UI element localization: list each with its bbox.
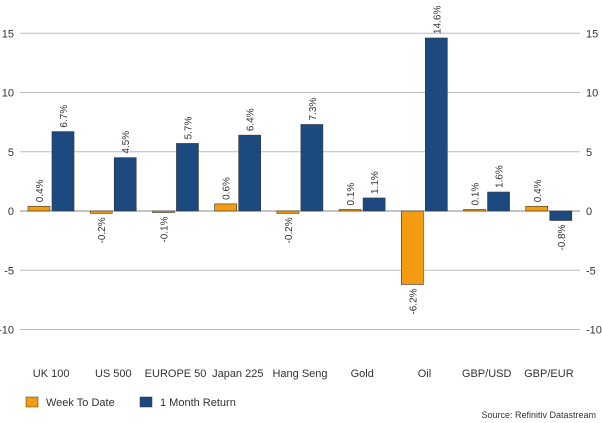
data-label: 4.5% bbox=[121, 131, 132, 154]
y-tick-label-right: 10 bbox=[586, 88, 598, 100]
legend-label: Week To Date bbox=[46, 397, 115, 409]
category-label: Hang Seng bbox=[272, 368, 327, 380]
data-label: -0.8% bbox=[557, 224, 568, 250]
data-label: 1.1% bbox=[370, 171, 381, 194]
bar bbox=[27, 205, 51, 212]
category-labels: UK 100 US 500 EUROPE 50 Japan 225 Hang Seng G… bbox=[33, 368, 574, 380]
bar bbox=[487, 191, 510, 212]
bar bbox=[214, 203, 237, 212]
category-label: GBP/USD bbox=[462, 368, 512, 380]
category-label: Oil bbox=[418, 368, 431, 380]
bar bbox=[113, 157, 137, 212]
data-label: -0.2% bbox=[284, 217, 295, 243]
data-label: 5.7% bbox=[183, 117, 194, 140]
y-tick-label-left: 5 bbox=[8, 147, 14, 159]
y-tick-label-left: 0 bbox=[8, 206, 14, 218]
bars bbox=[27, 37, 573, 285]
bar bbox=[338, 209, 362, 212]
data-label: 0.4% bbox=[533, 179, 544, 202]
bar bbox=[463, 209, 486, 212]
bar bbox=[362, 197, 386, 212]
bar bbox=[425, 37, 448, 212]
y-tick-label-right: 0 bbox=[586, 206, 592, 218]
y-axis-left: -10 -5 0 5 10 15 bbox=[0, 28, 14, 336]
data-label: 0.4% bbox=[35, 179, 46, 202]
bar bbox=[300, 124, 324, 212]
y-tick-label-left: -10 bbox=[0, 325, 14, 337]
category-label: UK 100 bbox=[33, 368, 70, 380]
data-label: 1.6% bbox=[495, 165, 506, 188]
data-label: 7.3% bbox=[308, 98, 319, 121]
bar bbox=[152, 210, 175, 213]
category-label: EUROPE 50 bbox=[145, 368, 207, 380]
bar bbox=[89, 210, 113, 214]
legend: Week To Date 1 Month Return bbox=[25, 396, 236, 409]
legend-swatch bbox=[139, 396, 153, 408]
legend-label: 1 Month Return bbox=[160, 397, 236, 409]
data-label: -6.2% bbox=[408, 288, 419, 314]
y-tick-label-left: 10 bbox=[2, 88, 14, 100]
y-tick-label-left: 15 bbox=[2, 28, 14, 40]
y-tick-label-right: -10 bbox=[586, 325, 602, 337]
bar bbox=[276, 210, 300, 214]
data-label: 0.1% bbox=[471, 183, 482, 206]
y-tick-label-right: 15 bbox=[586, 28, 598, 40]
data-label: 0.1% bbox=[346, 183, 357, 206]
bar bbox=[549, 210, 573, 221]
data-label: 6.4% bbox=[246, 108, 257, 131]
category-label: US 500 bbox=[95, 368, 132, 380]
bar bbox=[238, 134, 261, 212]
category-label: Gold bbox=[351, 368, 374, 380]
data-label: -0.1% bbox=[159, 216, 170, 242]
data-labels: 0.4% 6.7% -0.2% 4.5% -0.1% 5.7% 0.6% 6.4% -0.2% 7… bbox=[35, 6, 568, 315]
y-tick-label-right: 5 bbox=[586, 147, 592, 159]
data-label: 14.6% bbox=[432, 6, 443, 34]
category-label: Japan 225 bbox=[212, 368, 263, 380]
data-label: 0.6% bbox=[222, 177, 233, 200]
bar bbox=[401, 210, 424, 285]
y-axis-right: -10 -5 0 5 10 15 bbox=[586, 28, 602, 336]
y-tick-label-left: -5 bbox=[4, 265, 14, 277]
category-label: GBP/EUR bbox=[524, 368, 574, 380]
y-tick-label-right: -5 bbox=[586, 265, 596, 277]
legend-swatch bbox=[25, 396, 39, 408]
source-note: Source: Refinitiv Datastream bbox=[481, 410, 596, 420]
data-label: 6.7% bbox=[59, 105, 70, 128]
bar bbox=[525, 205, 549, 212]
data-label: -0.2% bbox=[97, 217, 108, 243]
bar bbox=[51, 131, 75, 212]
bar bbox=[176, 143, 199, 212]
